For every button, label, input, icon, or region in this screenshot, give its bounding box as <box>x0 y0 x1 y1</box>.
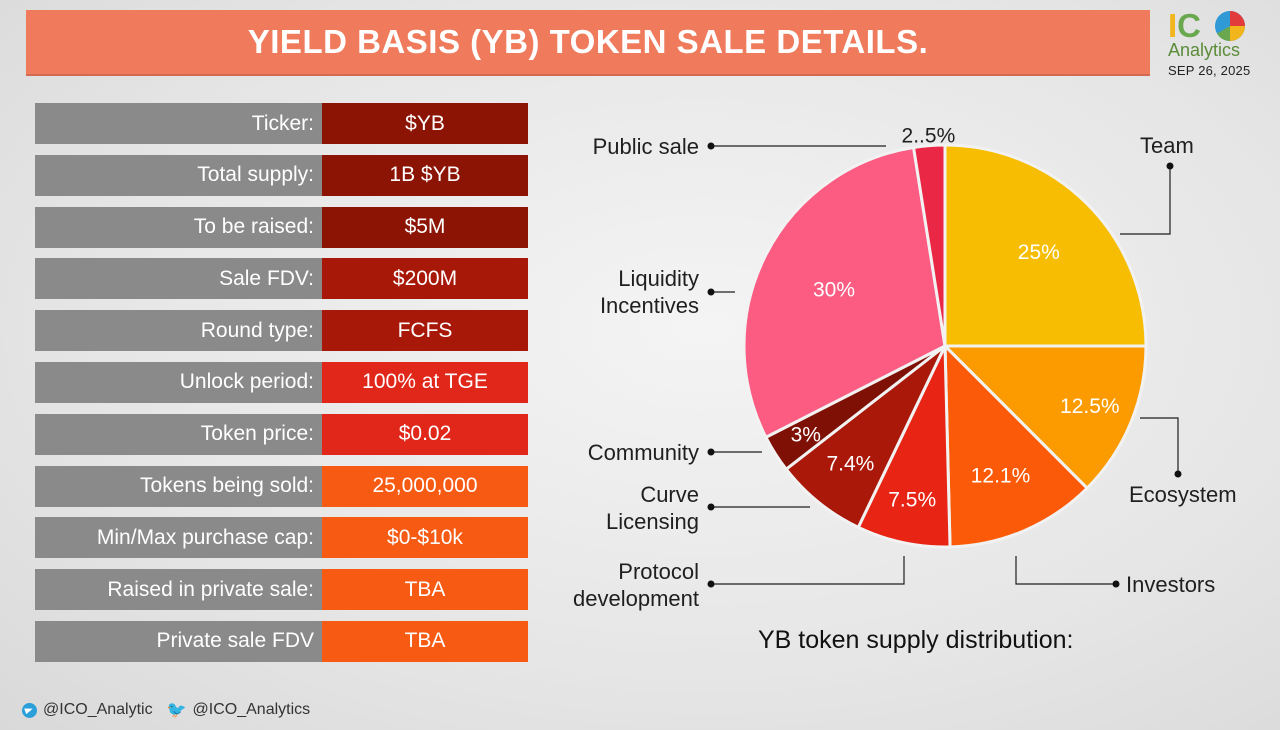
table-row: To be raised: $5M <box>35 206 528 248</box>
table-row: Total supply: 1B $YB <box>35 154 528 196</box>
pie-slice-public-sale <box>912 143 947 348</box>
twitter-bird-icon: 🐦 <box>166 702 187 719</box>
sale-details-table: Ticker: $YB Total supply: 1B $YB To be raise… <box>35 103 528 673</box>
detail-label: Sale FDV: <box>35 258 322 300</box>
table-row: Tokens being sold: 25,000,000 <box>35 465 528 507</box>
telegram-handle[interactable]: @ICO_Analytic <box>43 701 153 718</box>
pie-slice-team <box>943 143 1148 348</box>
slice-label-liquidity-incentives: 30% <box>813 278 855 301</box>
detail-label: Total supply: <box>35 154 322 196</box>
slice-label-protocol-development: 7.5% <box>888 488 936 511</box>
callout-liquidity-incentives: Liquidity Incentives <box>599 266 699 318</box>
callout-public-sale: Public sale <box>592 134 699 159</box>
detail-label: Ticker: <box>35 103 322 144</box>
leader-dot-curve <box>707 503 715 511</box>
page-title: YIELD BASIS (YB) TOKEN SALE DETAILS. <box>247 23 929 60</box>
callout-community: Community <box>587 440 699 465</box>
leader-dot-public-sale <box>707 142 715 150</box>
leader-protocol <box>711 556 905 585</box>
table-row: Unlock period: 100% at TGE <box>35 361 528 403</box>
detail-value: TBA <box>322 569 528 611</box>
leader-investors <box>1015 556 1116 585</box>
detail-label: Tokens being sold: <box>35 465 322 507</box>
detail-label: Min/Max purchase cap: <box>35 517 322 559</box>
pie-slices <box>742 143 1148 549</box>
pie-slice-investors <box>943 344 1089 549</box>
callout-leader-lines <box>707 142 1182 588</box>
slice-percent-labels: 25% 12.5% 12.1% 7.5% 7.4%3% 30% 2..5% <box>791 125 1120 512</box>
table-row: Round type: FCFS <box>35 310 528 352</box>
leader-ecosystem <box>1140 417 1179 474</box>
slice-label-community: 3% <box>791 423 821 446</box>
table-row: Private sale FDV TBA <box>35 620 528 662</box>
slice-label-curve-licensing: 7.4% <box>826 452 874 475</box>
detail-value: $0-$10k <box>322 517 528 559</box>
callout-ecosystem: Ecosystem <box>1129 482 1237 507</box>
detail-value: 1B $YB <box>322 154 528 196</box>
pie-slice-ecosystem <box>943 344 1148 490</box>
leader-dot-liquidity <box>707 288 715 296</box>
detail-value: $200M <box>322 258 528 300</box>
detail-value: $YB <box>322 103 528 144</box>
table-row: Sale FDV: $200M <box>35 258 528 300</box>
logo-wordmark: IC <box>1168 7 1202 44</box>
logo-pie-icon <box>1215 11 1245 42</box>
callout-protocol-development: Protocol development <box>573 559 699 611</box>
detail-label: To be raised: <box>35 206 322 248</box>
detail-label: Raised in private sale: <box>35 569 322 611</box>
detail-label: Private sale FDV <box>35 620 322 662</box>
detail-value: $0.02 <box>322 413 528 455</box>
ico-analytics-logo: IC Analytics SEP 26, 2025 <box>1166 8 1256 80</box>
table-row: Ticker: $YB <box>35 103 528 144</box>
pie-slice-protocol-development <box>856 344 952 549</box>
detail-value: $5M <box>322 206 528 248</box>
telegram-icon <box>22 702 37 718</box>
callout-team: Team <box>1140 133 1194 158</box>
table-row: Token price: $0.02 <box>35 413 528 455</box>
chart-title: YB token supply distribution: <box>758 626 1074 654</box>
leader-dot-investors <box>1112 580 1120 588</box>
slice-label-public-sale: 2..5% <box>902 125 956 148</box>
publish-date: SEP 26, 2025 <box>1168 63 1251 78</box>
twitter-handle[interactable]: @ICO_Analytics <box>192 701 311 718</box>
detail-value: 25,000,000 <box>322 465 528 507</box>
logo-analytics-text: Analytics <box>1168 40 1241 60</box>
callout-investors: Investors <box>1126 572 1216 597</box>
header-banner: YIELD BASIS (YB) TOKEN SALE DETAILS. <box>26 10 1150 74</box>
slice-label-team: 25% <box>1018 241 1060 264</box>
callout-curve-licensing: Curve Licensing <box>606 482 699 534</box>
detail-label: Unlock period: <box>35 361 322 403</box>
table-row: Raised in private sale: TBA <box>35 569 528 611</box>
detail-value: 100% at TGE <box>322 361 528 403</box>
leader-team <box>1120 166 1171 235</box>
pie-slice-liquidity-incentives <box>742 145 947 439</box>
table-row: Min/Max purchase cap: $0-$10k <box>35 517 528 559</box>
leader-dot-ecosystem <box>1174 470 1182 478</box>
slice-label-investors: 12.1% <box>971 464 1031 487</box>
detail-value: FCFS <box>322 310 528 352</box>
leader-dot-community <box>707 448 715 456</box>
footer-social-links: @ICO_Analytic 🐦 @ICO_Analytics <box>22 700 310 720</box>
detail-value: TBA <box>322 620 528 662</box>
leader-dot-team <box>1166 162 1174 170</box>
slice-label-ecosystem: 12.5% <box>1060 395 1120 418</box>
detail-label: Round type: <box>35 310 322 352</box>
detail-label: Token price: <box>35 413 322 455</box>
leader-dot-protocol <box>707 580 715 588</box>
